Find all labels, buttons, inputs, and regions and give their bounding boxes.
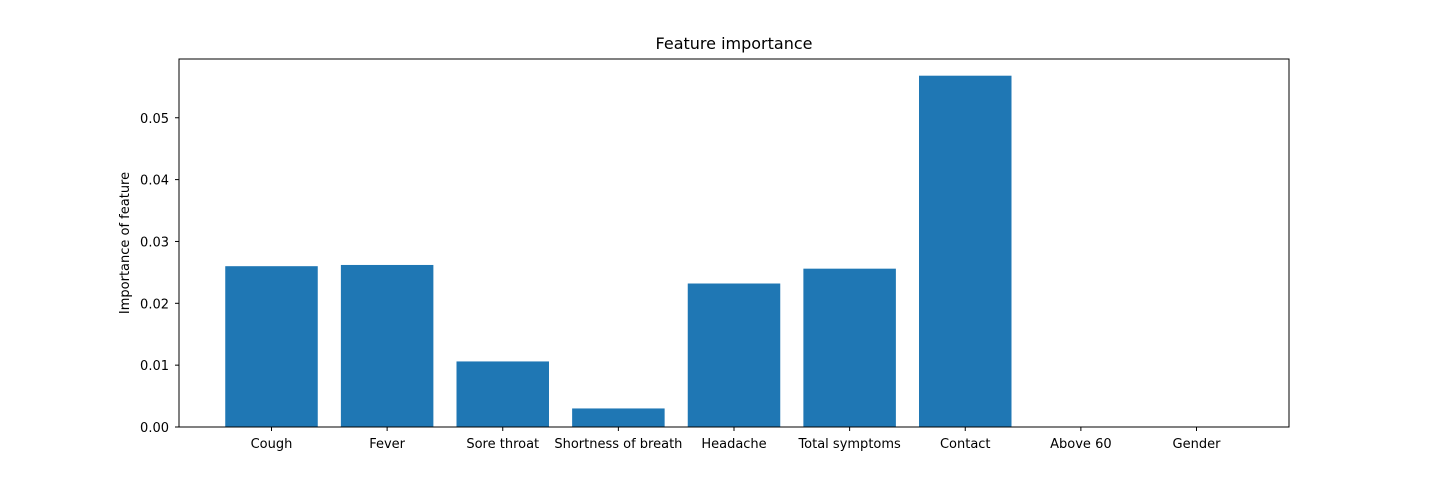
x-tick-label: Sore throat [466, 437, 539, 452]
bar-contact [919, 75, 1012, 427]
bar-fever [340, 264, 434, 427]
y-tick-label: 0.01 [140, 359, 169, 374]
bar-total-symptoms [803, 268, 896, 427]
x-tick-label: Contact [940, 437, 991, 452]
y-axis: 0.00 0.01 0.02 0.03 0.04 0.05 [140, 112, 179, 436]
x-tick-label: Cough [251, 437, 293, 452]
x-tick-label: Total symptoms [797, 437, 901, 452]
y-tick-label: 0.03 [140, 235, 169, 250]
bar-shortness-of-breath [572, 408, 665, 427]
x-tick-label: Above 60 [1050, 437, 1111, 452]
x-tick-label: Fever [369, 437, 405, 452]
bars-layer [225, 75, 1012, 427]
bar-sore-throat [456, 361, 549, 427]
y-tick-label: 0.00 [140, 421, 169, 436]
x-tick-label: Gender [1173, 437, 1222, 452]
y-axis-label: Importance of feature [118, 172, 133, 314]
y-tick-label: 0.02 [140, 297, 169, 312]
chart-title: Feature importance [656, 34, 813, 53]
x-tick-label: Headache [701, 437, 766, 452]
y-tick-label: 0.04 [140, 174, 169, 189]
bar-headache [687, 283, 781, 427]
y-tick-label: 0.05 [140, 112, 169, 127]
bar-cough [225, 266, 318, 427]
x-axis: Cough Fever Sore throat Shortness of breath… [251, 427, 1221, 452]
x-tick-label: Shortness of breath [554, 437, 682, 452]
